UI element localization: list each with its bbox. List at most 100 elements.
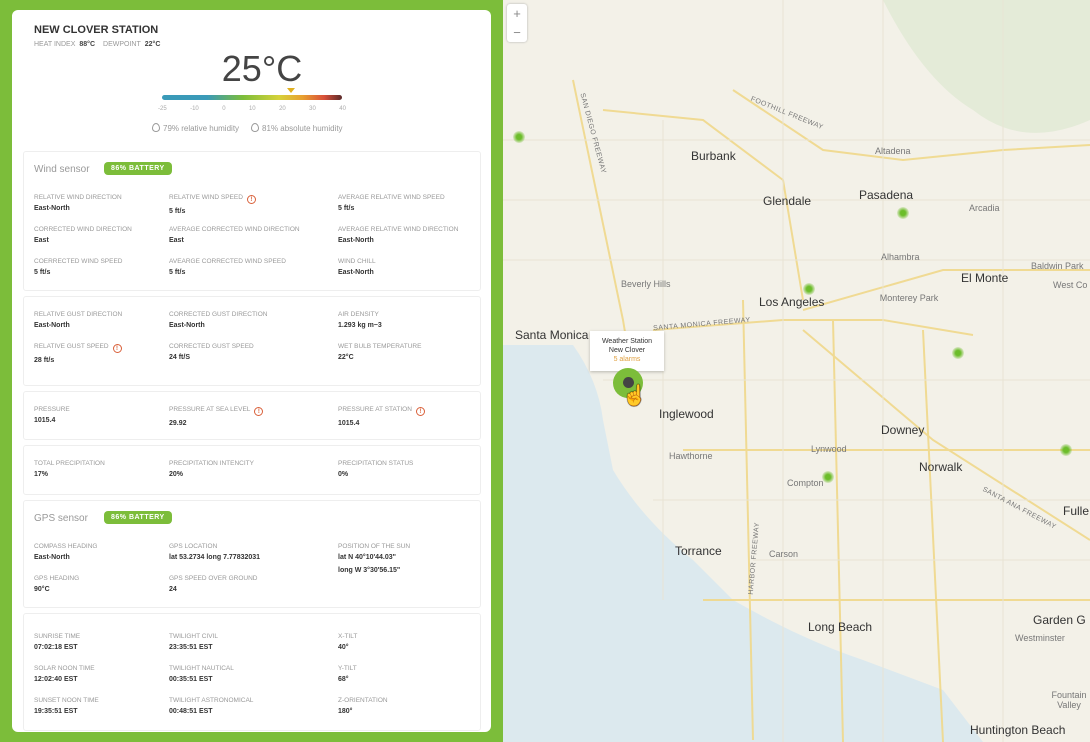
zoom-in-button[interactable]: + [513, 6, 521, 21]
field-label: GPS LOCATION [169, 543, 218, 550]
field-label: SOLAR NOON TIME [34, 665, 95, 672]
relative-humidity: 79% relative humidity [152, 123, 239, 133]
tooltip-title: Weather Station [601, 338, 653, 345]
station-tooltip: Weather Station New Clover 5 alarms [590, 331, 664, 371]
drop-icon [152, 123, 160, 132]
station-marker[interactable] [822, 471, 834, 483]
warning-icon[interactable]: ! [246, 195, 256, 204]
field-value: 20% [169, 471, 184, 478]
station-marker[interactable] [897, 207, 909, 219]
city-label: Lynwood [811, 444, 847, 454]
field: AVERAGE RELATIVE WIND SPEED 5 ft/s [338, 194, 445, 214]
field: CORRECTED WIND DIRECTION East [34, 226, 132, 246]
gps-sensor-card: GPS sensor 86% BATTERY COMPASS HEADING Ea… [23, 500, 481, 608]
city-label: Carson [769, 549, 799, 559]
field-value: 22°C [338, 354, 354, 361]
warning-icon[interactable]: ! [415, 407, 425, 416]
gps-sensor-title: GPS sensor [34, 513, 88, 524]
warning-icon[interactable]: ! [112, 344, 122, 353]
field-label: Z-ORIENTATION [338, 697, 388, 704]
city-label: Compton [787, 478, 824, 488]
field-value: 24 ft/S [169, 354, 191, 361]
field: PRECIPITATION STATUS 0% [338, 460, 413, 480]
station-marker[interactable] [952, 347, 964, 359]
field: GPS SPEED OVER GROUND 24 [169, 575, 258, 595]
field: AVERAGE CORRECTED WIND DIRECTION East [169, 226, 300, 246]
field-label: Y-TILT [338, 665, 357, 672]
scale-tick: -10 [190, 106, 199, 112]
field: AVEARGE CORRECTED WIND SPEED 5 ft/s [169, 258, 286, 278]
field-value: 19:35:51 EST [34, 708, 78, 715]
field-value: 00:48:51 EST [169, 708, 213, 715]
station-card: NEW CLOVER STATION HEAT INDEX 88°C DEWPOIN… [12, 10, 491, 732]
field: WIND CHILL East-North [338, 258, 376, 278]
city-label: Beverly Hills [621, 279, 671, 289]
scale-tick: 20 [279, 106, 286, 112]
field: Y-TILT 68° [338, 665, 357, 685]
scale-ticks: -25 -10 0 10 20 30 40 [158, 106, 346, 112]
relative-humidity-text: 79% relative humidity [163, 124, 240, 133]
field-value: 1.293 kg m−3 [338, 322, 382, 329]
field-label: PRECIPITATION STATUS [338, 460, 414, 467]
field-label: CORRECTED WIND DIRECTION [34, 226, 132, 233]
field-label: RELATIVE GUST SPEED [34, 343, 109, 350]
scale-tick: -25 [158, 106, 167, 112]
field: RELATIVE WIND SPEED! 5 ft/s [169, 194, 256, 217]
field-value: long W 3°30'56.15" [338, 567, 401, 574]
field-label: CORRECTED GUST SPEED [169, 343, 254, 350]
field-label: GPS SPEED OVER GROUND [169, 575, 258, 582]
field-label: WET BULB TEMPERATURE [338, 343, 422, 350]
station-marker[interactable] [803, 283, 815, 295]
absolute-humidity: 81% absolute humidity [251, 123, 343, 133]
warning-icon[interactable]: ! [254, 407, 264, 416]
field-value: 00:35:51 EST [169, 676, 213, 683]
field-value: East-North [169, 322, 205, 329]
field: X-TILT 40° [338, 633, 357, 653]
field: PRESSURE 1015.4 [34, 406, 70, 426]
city-label: Altadena [875, 146, 911, 156]
field-label: PRESSURE [34, 406, 70, 413]
temperature: 25°C [221, 48, 303, 89]
scale-tick: 0 [222, 106, 226, 112]
absolute-humidity-text: 81% absolute humidity [262, 124, 343, 133]
wind-sensor-title: Wind sensor [34, 164, 90, 175]
field: TWILIGHT CIVIL 23:35:51 EST [169, 633, 218, 653]
field: PRESSURE AT SEA LEVEL! 29.92 [169, 406, 264, 429]
zoom-out-button[interactable]: − [513, 25, 521, 40]
field-label: TWILIGHT CIVIL [169, 633, 218, 640]
tooltip-alarms: 5 alarms [613, 356, 641, 363]
field: TWILIGHT NAUTICAL 00:35:51 EST [169, 665, 234, 685]
city-label: Glendale [763, 194, 812, 208]
map[interactable]: + − Burbank Glendale Pasadena Altadena Arcadi… [503, 0, 1090, 742]
dewpoint-value: 22°C [144, 41, 161, 48]
field: RELATIVE GUST SPEED! 28 ft/s [34, 343, 122, 366]
field-value: 90°C [34, 586, 50, 593]
ocean [503, 345, 983, 742]
selected-station-pin[interactable] [613, 368, 643, 398]
field-label: TOTAL PRECIPITATION [34, 460, 105, 467]
scale-tick: 40 [339, 106, 346, 112]
city-label: Norwalk [919, 460, 963, 474]
sun-card: SUNRISE TIME 07:02:18 EST TWILIGHT CIVIL 23… [23, 613, 481, 731]
station-summary: HEAT INDEX 88°C DEWPOINT 22°C [34, 41, 168, 48]
field: TOTAL PRECIPITATION 17% [34, 460, 105, 480]
precipitation-card: TOTAL PRECIPITATION 17% PRECIPITATION INTE… [23, 445, 481, 495]
field: Z-ORIENTATION 180° [338, 697, 388, 717]
zoom-control: + − [507, 4, 527, 42]
wind-sensor-card: Wind sensor 86% BATTERY RELATIVE WIND DI… [23, 151, 481, 291]
city-label: Arcadia [969, 203, 1000, 213]
station-marker[interactable] [1060, 444, 1072, 456]
city-label: Garden G [1033, 613, 1086, 627]
field-label: AVERAGE CORRECTED WIND DIRECTION [169, 226, 300, 233]
field: PRESSURE AT STATION! 1015.4 [338, 406, 425, 429]
field-label: CORRECTED GUST DIRECTION [169, 311, 268, 318]
station-marker[interactable] [513, 131, 525, 143]
field-label: SUNSET NOON TIME [34, 697, 99, 704]
field-label: WIND CHILL [338, 258, 376, 265]
field-value: East-North [34, 205, 70, 212]
field: COERRECTED WIND SPEED 5 ft/s [34, 258, 122, 278]
field-label: X-TILT [338, 633, 358, 640]
field-label: RELATIVE WIND SPEED [169, 194, 243, 201]
map-roads [503, 0, 1090, 742]
field-label: RELATIVE GUST DIRECTION [34, 311, 123, 318]
